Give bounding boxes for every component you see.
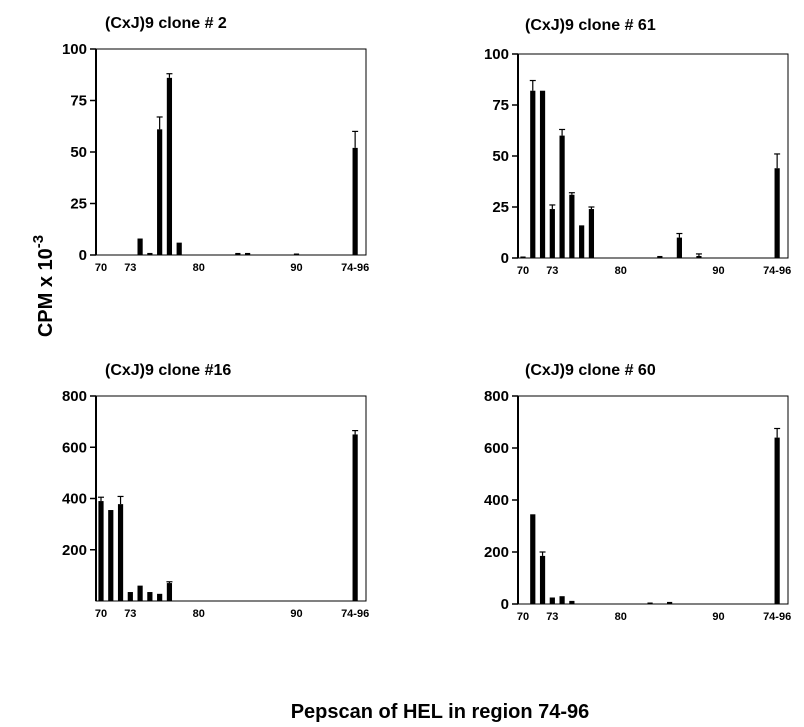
x-tick-label: 80 <box>615 611 627 623</box>
bar-peptide-76 <box>579 225 585 258</box>
chart-panel-2: (CxJ)9 clone # 61 0 25 50 75 100 70 73 80 90 74-96 <box>484 17 791 277</box>
plot-frame <box>517 395 789 605</box>
y-tick-label: 400 <box>62 491 87 508</box>
y-tick-label: 75 <box>492 97 509 114</box>
x-tick-label: 90 <box>290 608 302 620</box>
y-axis-label-base: CPM x 10 <box>35 248 57 337</box>
bar-peptide-75 <box>569 194 575 258</box>
y-tick-label: 25 <box>492 199 509 216</box>
y-tick-label: 0 <box>79 247 87 264</box>
bar-peptide-83 <box>647 602 653 604</box>
y-tick-label: 600 <box>62 439 87 456</box>
plot-frame <box>95 48 367 256</box>
bar-peptide-74 <box>559 135 565 258</box>
x-tick-label: 70 <box>517 611 529 623</box>
y-tick-label: 800 <box>62 388 87 405</box>
bar-peptide-72 <box>539 555 546 604</box>
x-tick-label: 74-96 <box>763 265 791 277</box>
x-tick-label: 80 <box>193 262 205 274</box>
bar-peptide-73 <box>549 209 555 258</box>
bar-peptide-74 <box>137 585 143 601</box>
y-tick-label: 75 <box>70 93 87 110</box>
bar-peptide-90 <box>293 253 300 255</box>
panel-title: (CxJ)9 clone # 60 <box>525 362 656 379</box>
y-tick-label: 100 <box>484 46 509 63</box>
y-tick-label: 600 <box>484 440 509 457</box>
y-tick-label: 200 <box>484 544 509 561</box>
bar-peptide-77 <box>588 209 595 258</box>
chart-panel-1: (CxJ)9 clone # 2 0 25 50 75 100 70 73 80 90 74-96 <box>62 15 369 274</box>
bar-peptide-70 <box>520 256 526 258</box>
x-tick-label: 73 <box>124 608 136 620</box>
bar-peptide-85 <box>667 601 673 604</box>
x-tick-label: 80 <box>193 608 205 620</box>
bar-peptide-77 <box>166 583 173 601</box>
bar-peptide-71 <box>108 510 114 601</box>
bar-peptide-74 <box>559 596 565 604</box>
x-tick-label: 70 <box>95 608 107 620</box>
y-tick-label: 25 <box>70 196 87 213</box>
y-tick-label: 50 <box>70 144 87 161</box>
x-tick-label: 73 <box>546 611 558 623</box>
bar-peptide-73 <box>549 597 555 604</box>
x-tick-label: 90 <box>712 611 724 623</box>
bar-peptide-72 <box>539 90 546 258</box>
plot-frame <box>95 395 367 602</box>
panel-title: (CxJ)9 clone # 2 <box>105 15 227 32</box>
y-axis-label: CPM x 10-3 <box>30 235 57 337</box>
bar-peptide-96 <box>774 437 780 604</box>
bar-peptide-84 <box>657 255 663 258</box>
bar-peptide-72 <box>117 504 124 601</box>
x-tick-label: 74-96 <box>341 262 369 274</box>
bar-peptide-96 <box>774 168 780 258</box>
bar-peptide-75 <box>147 592 153 601</box>
bar-peptide-71 <box>530 90 536 258</box>
bar-peptide-86 <box>676 237 682 258</box>
y-tick-label: 0 <box>501 596 509 613</box>
bar-peptide-78 <box>176 242 182 255</box>
panel-title: (CxJ)9 clone # 61 <box>525 17 656 34</box>
x-tick-label: 74-96 <box>341 608 369 620</box>
bar-peptide-96 <box>352 147 358 255</box>
chart-panel-4: (CxJ)9 clone # 60 0 200 400 600 800 70 73 80 90 74… <box>484 362 791 623</box>
y-tick-label: 400 <box>484 492 509 509</box>
bar-peptide-71 <box>530 514 536 604</box>
panel-title: (CxJ)9 clone #16 <box>105 362 231 379</box>
x-tick-label: 90 <box>712 265 724 277</box>
chart-panel-3: (CxJ)9 clone #16 200 400 600 800 70 73 80 90 74-9… <box>62 362 369 620</box>
bar-peptide-73 <box>127 592 133 601</box>
x-axis-label: Pepscan of HEL in region 74-96 <box>291 701 590 723</box>
bar-peptide-75 <box>147 252 153 255</box>
x-tick-label: 70 <box>95 262 107 274</box>
x-tick-label: 90 <box>290 262 302 274</box>
bar-peptide-74 <box>137 238 143 255</box>
y-tick-label: 200 <box>62 542 87 559</box>
x-tick-label: 73 <box>546 265 558 277</box>
bar-peptide-76 <box>157 129 163 255</box>
x-tick-label: 80 <box>615 265 627 277</box>
bar-peptide-77 <box>166 77 173 255</box>
y-axis-label-exponent: -3 <box>30 235 47 248</box>
bar-peptide-96 <box>352 434 358 601</box>
y-tick-label: 100 <box>62 41 87 58</box>
plot-frame <box>517 53 789 259</box>
bar-peptide-75 <box>569 600 575 604</box>
bar-peptide-76 <box>157 593 163 601</box>
bar-peptide-70 <box>98 501 104 601</box>
x-tick-label: 73 <box>124 262 136 274</box>
x-tick-label: 74-96 <box>763 611 791 623</box>
y-tick-label: 0 <box>501 250 509 267</box>
y-tick-label: 800 <box>484 388 509 405</box>
bar-peptide-84 <box>235 252 241 255</box>
bar-peptide-85 <box>245 252 251 255</box>
y-tick-label: 50 <box>492 148 509 165</box>
bar-peptide-88 <box>696 255 702 258</box>
x-tick-label: 70 <box>517 265 529 277</box>
